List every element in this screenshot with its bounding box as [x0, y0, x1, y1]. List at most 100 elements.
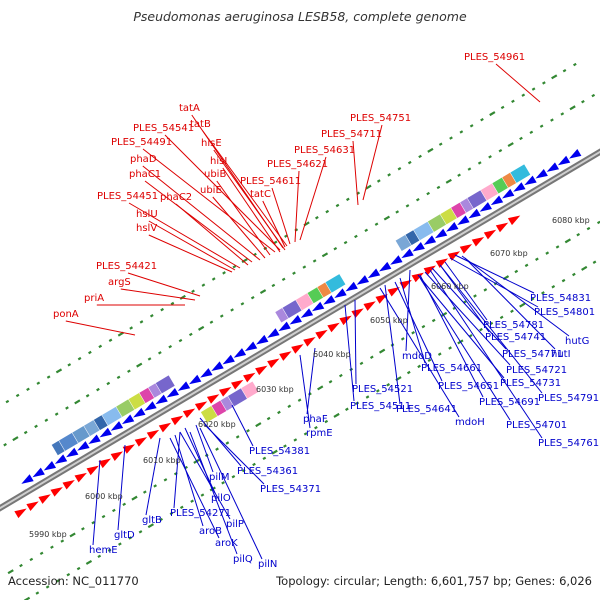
forward-arrow	[447, 251, 461, 261]
tick-dot	[46, 375, 51, 379]
forward-leader-line	[213, 149, 286, 251]
tick-dot	[539, 124, 544, 128]
gene-block	[139, 387, 155, 404]
reverse-arrow	[21, 474, 34, 484]
tick-dot	[158, 351, 162, 355]
reverse-arrow	[110, 421, 124, 431]
forward-leader-line	[148, 220, 236, 271]
forward-arrow	[435, 258, 449, 268]
scale-label: 6070 kbp	[490, 249, 528, 258]
tick-dot	[85, 394, 90, 398]
reverse-arrow	[446, 222, 459, 232]
tick-dot	[477, 161, 482, 165]
tick-dot	[232, 265, 237, 269]
genome-summary: Topology: circular; Length: 6,601,757 bp…	[276, 574, 592, 588]
tick-dot	[592, 260, 597, 264]
gene-block	[116, 399, 135, 417]
forward-gene-label: tatC	[250, 189, 271, 200]
tick-dot	[55, 368, 63, 374]
reverse-arrow	[323, 295, 336, 305]
tick-dot	[149, 314, 154, 318]
tick-dot	[365, 395, 370, 399]
tick-dot	[576, 233, 581, 237]
tick-dot	[519, 136, 523, 141]
reverse-arrow	[256, 334, 269, 345]
forward-leader-line	[175, 203, 249, 266]
forward-leader-line	[65, 320, 136, 336]
reverse-gene-label: PLES_54641	[396, 404, 457, 415]
tick-dot	[427, 147, 434, 153]
reverse-arrow	[211, 361, 224, 372]
tick-dot	[221, 481, 225, 485]
label-leader-lines	[65, 63, 570, 560]
forward-arrow	[243, 372, 256, 383]
tick-dot	[147, 357, 152, 361]
reverse-arrow	[66, 447, 79, 458]
tick-dot	[188, 332, 193, 337]
forward-arrow	[507, 215, 521, 226]
reverse-gene-label: PLES_54781	[483, 320, 544, 331]
gene-block	[58, 432, 79, 451]
reverse-gene-label: pilM	[209, 472, 230, 483]
reverse-arrow	[121, 414, 135, 425]
forward-arrow	[194, 401, 208, 411]
gene-block	[451, 202, 466, 219]
tick-dot	[510, 309, 514, 313]
tick-dot	[469, 124, 474, 128]
tick-dot	[535, 257, 539, 261]
reverse-leader-line	[195, 424, 214, 473]
tick-dot	[514, 269, 519, 274]
tick-dot	[209, 320, 214, 324]
backbone-highlight	[0, 150, 600, 510]
scale-label: 6060 kbp	[431, 282, 469, 291]
reverse-leader-line	[231, 404, 254, 447]
tick-dot	[241, 468, 246, 473]
tick-dot	[467, 167, 472, 171]
scale-label: 6020 kbp	[198, 420, 236, 429]
tick-dot	[480, 118, 484, 122]
tick-dot	[230, 308, 234, 312]
forward-leader-line	[127, 272, 201, 297]
forward-gene-label: PLES_54611	[240, 176, 301, 187]
reverse-gene-label: PLES_54511	[350, 401, 411, 412]
tick-dot	[200, 493, 205, 497]
tick-dot	[81, 527, 85, 531]
tick-dot	[101, 514, 106, 519]
reverse-leader-line	[417, 274, 505, 379]
tick-dot	[489, 111, 496, 117]
tick-dot	[271, 283, 276, 288]
tick-dot	[551, 285, 556, 289]
forward-leader-line	[294, 170, 300, 243]
reverse-gene-label: hutI	[551, 349, 571, 360]
tick-dot	[85, 559, 93, 565]
tick-dot	[325, 209, 330, 214]
gene-block	[93, 415, 108, 431]
tick-dot	[479, 327, 483, 332]
gene-block	[427, 214, 447, 232]
gene-block	[51, 440, 65, 456]
forward-gene-label: PLES_54631	[294, 145, 355, 156]
reverse-leader-line	[92, 459, 101, 546]
forward-gene-label: PLES_54421	[96, 261, 157, 272]
forward-arrow	[38, 494, 51, 504]
tick-dot	[519, 302, 526, 308]
tick-dot	[560, 112, 565, 116]
tick-dot	[107, 548, 112, 552]
forward-arrow	[291, 344, 304, 354]
reverse-leader-line	[464, 257, 556, 350]
reverse-leader-line	[384, 284, 401, 405]
reverse-gene-label: PLES_54761	[538, 438, 599, 449]
forward-arrow	[110, 451, 124, 461]
tick-dot	[531, 87, 536, 91]
forward-arrow	[255, 365, 268, 376]
tick-dot	[569, 105, 576, 111]
tick-dot	[56, 579, 60, 583]
reverse-gene-label: PLES_54791	[538, 393, 599, 404]
gene-block	[101, 406, 122, 426]
forward-leader-line	[216, 180, 271, 256]
forward-gene-label: ponA	[53, 309, 79, 320]
forward-arrow	[231, 379, 244, 390]
scale-label: 6030 kbp	[256, 385, 294, 394]
tick-dot	[375, 389, 380, 393]
